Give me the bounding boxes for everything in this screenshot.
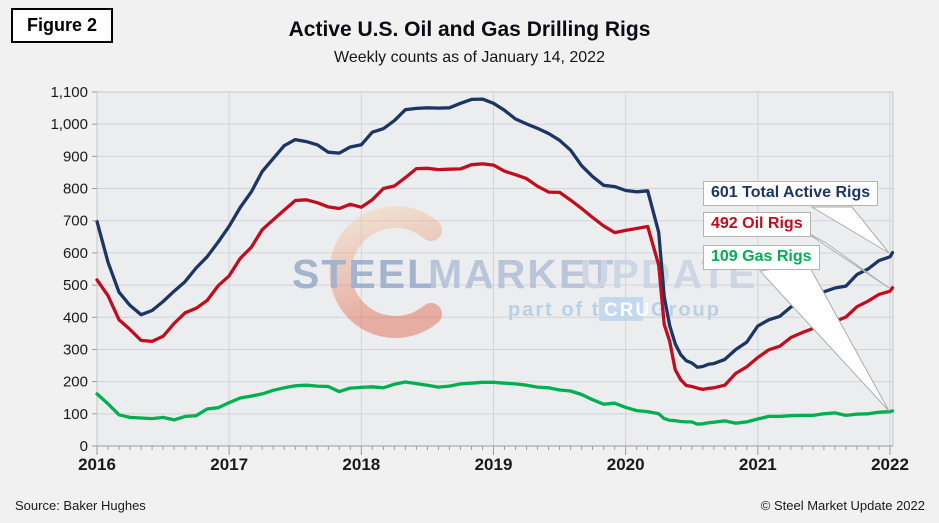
y-tick-label: 1,000: [50, 116, 88, 133]
series-line-gas-rigs: [95, 380, 895, 426]
y-tick-label: 600: [63, 245, 88, 262]
callout-oil-rigs: 492 Oil Rigs: [703, 212, 811, 237]
source-note: Source: Baker Hughes: [15, 498, 146, 513]
figure-label-text: Figure 2: [27, 15, 98, 35]
x-tick-label: 2020: [607, 455, 645, 474]
y-tick-label: 900: [63, 148, 88, 165]
callout-total-label: 601 Total Active Rigs: [711, 184, 871, 201]
wedge-total: [810, 206, 890, 254]
x-axis: [92, 445, 893, 455]
y-tick-label: 0: [80, 438, 88, 455]
x-tick-label: 2018: [342, 455, 380, 474]
cru-logo-box: [599, 297, 643, 321]
x-tick-label: 2019: [475, 455, 513, 474]
y-tick-label: 700: [63, 213, 88, 230]
watermark-crescent-logo: [329, 206, 442, 338]
copyright-note: © Steel Market Update 2022: [760, 498, 925, 513]
y-tick-label: 200: [63, 374, 88, 391]
watermark-text: STEEL: [292, 251, 434, 297]
wedge-oil: [803, 230, 890, 289]
page-title: Active U.S. Oil and Gas Drilling Rigs: [288, 18, 651, 41]
figure-label: Figure 2: [11, 8, 114, 43]
y-tick-label: 400: [63, 309, 88, 326]
x-axis-labels: 2016 2017 2018 2019 2020 2021 2022: [78, 455, 909, 474]
x-tick-label: 2016: [78, 455, 116, 474]
x-tick-label: 2022: [871, 455, 909, 474]
watermark-text: MARKET: [428, 251, 615, 297]
callout-total-active-rigs: 601 Total Active Rigs: [703, 181, 879, 206]
y-tick-label: 500: [63, 277, 88, 294]
y-tick-label: 800: [63, 181, 88, 198]
y-tick-label: 1,100: [50, 84, 88, 101]
callout-gas-label: 109 Gas Rigs: [711, 248, 812, 265]
page-subtitle: Weekly counts as of January 14, 2022: [334, 49, 605, 66]
x-tick-label: 2017: [210, 455, 248, 474]
callout-gas-rigs: 109 Gas Rigs: [703, 245, 820, 270]
x-tick-label: 2021: [739, 455, 777, 474]
y-axis: [92, 91, 97, 447]
watermark-text: part of the: [508, 299, 628, 321]
y-tick-label: 300: [63, 341, 88, 358]
callout-leader-wedges: [758, 206, 890, 412]
watermark-text: CRU: [604, 300, 651, 321]
series-line-total-active-rigs: [95, 97, 895, 369]
callout-oil-label: 492 Oil Rigs: [711, 215, 803, 232]
y-tick-label: 100: [63, 406, 88, 423]
series-line-oil-rigs: [95, 162, 895, 392]
y-axis-labels: 0 100 200 300 400 500 600 700 800 900 1,000 1,100: [50, 84, 88, 455]
